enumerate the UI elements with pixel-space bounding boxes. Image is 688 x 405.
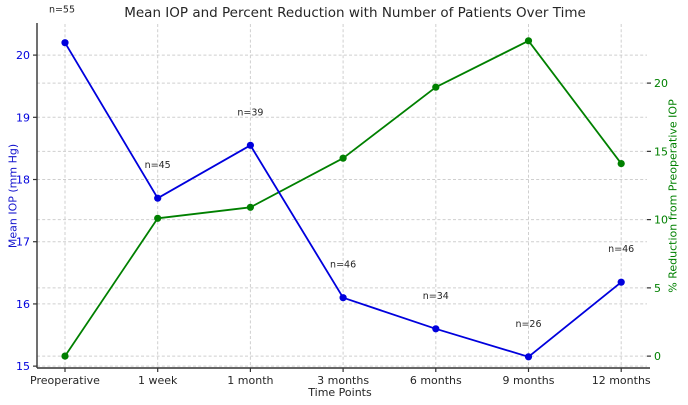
x-axis-label: Time Points xyxy=(308,386,372,399)
right-tick-label: 5 xyxy=(654,282,661,295)
left-tick-label: 20 xyxy=(16,49,30,62)
left-tick-label: 19 xyxy=(16,111,30,124)
n-count-annotation: n=55 xyxy=(49,5,75,16)
reduction-point xyxy=(61,352,69,360)
x-tick-label: 6 months xyxy=(410,374,462,387)
reduction-point xyxy=(432,83,440,91)
left-tick-label: 18 xyxy=(16,174,30,187)
chart-title: Mean IOP and Percent Reduction with Numb… xyxy=(124,5,586,21)
x-tick-label: 1 month xyxy=(227,374,273,387)
n-count-annotation: n=45 xyxy=(145,160,171,171)
reduction-point xyxy=(617,160,625,168)
left-tick-label: 15 xyxy=(16,360,30,373)
x-tick-label: 1 week xyxy=(138,374,178,387)
n-count-annotation: n=46 xyxy=(608,244,634,255)
iop-point xyxy=(61,39,69,47)
right-tick-label: 15 xyxy=(654,145,668,158)
reduction-point xyxy=(339,154,347,162)
right-tick-label: 0 xyxy=(654,350,661,363)
right-tick-label: 10 xyxy=(654,214,668,227)
iop-point xyxy=(246,141,254,149)
reduction-point xyxy=(154,214,162,222)
iop-point xyxy=(432,325,440,333)
n-count-annotation: n=34 xyxy=(423,291,449,302)
left-tick-label: 16 xyxy=(16,298,30,311)
iop-line xyxy=(64,42,622,358)
iop-point xyxy=(339,294,347,302)
reduction-point xyxy=(246,203,254,211)
left-y-axis-label: Mean IOP (mm Hg) xyxy=(6,143,20,249)
x-tick-label: Preoperative xyxy=(30,374,100,387)
right-y-axis-label: % Reduction from Preoperative IOP xyxy=(666,99,680,293)
x-tick-label: 9 months xyxy=(503,374,555,387)
n-count-annotation: n=46 xyxy=(330,260,356,271)
n-count-annotation: n=26 xyxy=(515,319,541,330)
x-tick-label: 12 months xyxy=(592,374,651,387)
right-tick-label: 20 xyxy=(654,77,668,90)
n-count-annotation: n=39 xyxy=(237,107,263,118)
x-tick-label: 3 months xyxy=(317,374,369,387)
iop-point xyxy=(154,194,162,202)
iop-point xyxy=(617,278,625,286)
iop-point xyxy=(524,353,533,361)
left-tick-label: 17 xyxy=(16,236,30,249)
reduction-point xyxy=(524,37,533,45)
